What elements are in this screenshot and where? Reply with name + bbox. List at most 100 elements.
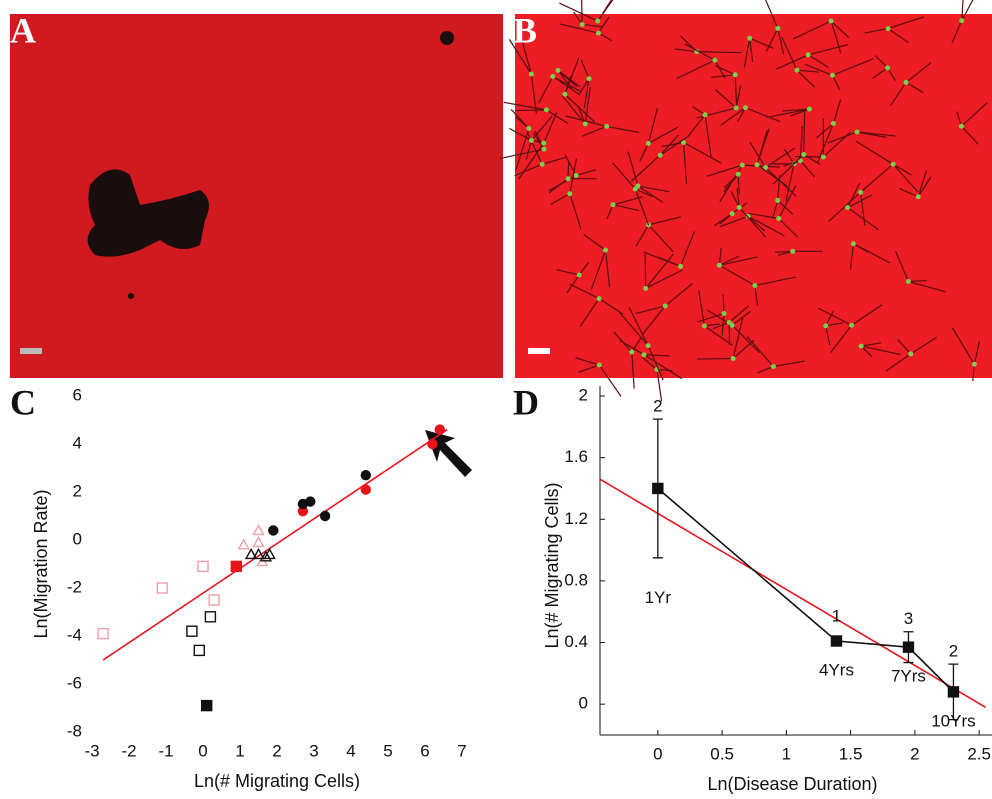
cell-process	[803, 111, 806, 155]
point-label: 1Yr	[645, 588, 672, 607]
cell-process	[642, 357, 658, 370]
nucleus	[890, 161, 896, 167]
series-line	[657, 487, 955, 693]
point	[197, 560, 209, 573]
cell-process	[905, 81, 924, 94]
cell-process	[742, 164, 780, 168]
cell-process	[861, 345, 901, 356]
x-tick-label: 3	[309, 741, 318, 760]
nucleus	[742, 105, 748, 111]
cell-process	[583, 234, 606, 251]
cell-process	[704, 323, 720, 327]
cell-process	[734, 74, 738, 106]
cell-process	[639, 143, 649, 162]
cell-process	[778, 218, 799, 238]
cell-process	[704, 325, 733, 346]
cell-process	[855, 140, 894, 165]
point	[252, 535, 265, 548]
cell-process	[728, 305, 749, 323]
point	[204, 611, 217, 623]
y-tick-label: 0	[579, 694, 588, 713]
fit-line	[102, 428, 448, 661]
x-axis-label: Ln(# Migrating Cells)	[194, 771, 360, 791]
cell-process	[578, 364, 600, 373]
nucleus	[565, 176, 571, 182]
nucleus	[915, 194, 921, 200]
point	[259, 550, 273, 562]
cell-process	[515, 109, 547, 112]
cell-process	[631, 154, 661, 182]
point	[652, 482, 664, 495]
cell-process	[825, 322, 844, 327]
cell-process	[714, 59, 726, 79]
cell-process	[641, 305, 666, 336]
point	[947, 686, 960, 698]
cell-cluster	[87, 31, 454, 299]
nucleus	[908, 351, 914, 357]
point	[268, 525, 279, 536]
cell-process	[606, 204, 614, 220]
cell-process	[908, 279, 927, 283]
cell-process	[696, 51, 742, 54]
cell-process	[597, 16, 610, 34]
nucleus	[959, 18, 965, 24]
cell-process	[598, 298, 624, 315]
cell-process	[792, 20, 832, 40]
cell-process	[908, 280, 946, 293]
cell-process	[772, 200, 779, 219]
nucleus	[729, 211, 735, 217]
cell-process	[564, 93, 595, 123]
cell-process	[659, 134, 691, 156]
cell-process	[661, 141, 684, 148]
nucleus	[543, 107, 549, 113]
nucleus	[775, 197, 781, 203]
cell-process	[816, 123, 834, 164]
cell-process	[631, 352, 635, 389]
nucleus	[805, 52, 811, 58]
cell-process	[832, 58, 874, 76]
cell-process	[557, 69, 581, 88]
cell-process	[613, 331, 633, 353]
cell-process	[561, 95, 586, 125]
nucleus	[657, 152, 663, 158]
cell-process	[897, 339, 912, 355]
nucleus	[573, 172, 579, 178]
cell-process	[749, 37, 774, 49]
point-label: 10Yrs	[931, 711, 975, 730]
cell-process	[961, 102, 988, 127]
fit-line	[599, 478, 986, 708]
cell-process	[825, 310, 835, 327]
cell-process	[648, 224, 674, 253]
cell-process	[697, 357, 734, 360]
cell-process	[704, 114, 712, 158]
nucleus	[645, 140, 651, 146]
point	[434, 424, 445, 435]
cell-process	[892, 163, 912, 176]
cell-process	[778, 185, 797, 219]
x-axis-label: Ln(Disease Duration)	[707, 774, 877, 794]
nucleus	[735, 171, 741, 177]
cell-process	[738, 207, 767, 238]
nucleus	[595, 30, 601, 36]
cell-process	[517, 142, 545, 180]
x-tick-label: 7	[457, 741, 466, 760]
nucleus	[712, 57, 718, 63]
n-label: 2	[949, 642, 958, 661]
nucleus	[885, 65, 891, 71]
x-tick-label: -2	[121, 741, 136, 760]
nucleus	[595, 18, 601, 24]
cell-process	[644, 254, 647, 289]
cell-process	[719, 255, 740, 266]
cell-process	[910, 336, 938, 355]
cell-process	[514, 163, 543, 177]
point	[427, 438, 438, 450]
cell-process	[679, 231, 695, 267]
y-tick-label: 0	[73, 529, 82, 548]
cell-process	[917, 170, 928, 197]
nucleus	[885, 26, 891, 32]
nucleus	[806, 106, 812, 112]
cell-process	[777, 174, 781, 201]
cell-process	[659, 134, 680, 156]
cell-process	[851, 304, 883, 326]
cell-process	[853, 243, 869, 253]
